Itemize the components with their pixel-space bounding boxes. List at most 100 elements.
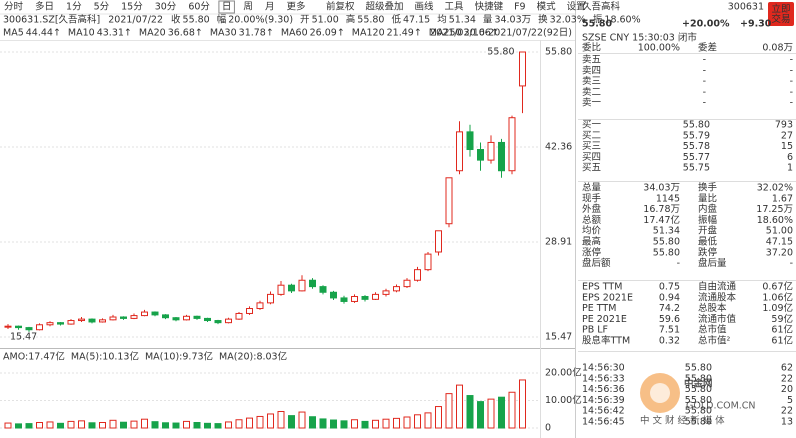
quote-cell: 1.09亿 — [762, 302, 793, 314]
volume-bar — [435, 406, 442, 429]
candle-body — [193, 315, 201, 319]
candle-body — [225, 318, 232, 324]
candle-body — [466, 131, 474, 151]
quote-cell: 15 — [781, 141, 793, 152]
period-tab[interactable]: 月 — [265, 2, 275, 13]
quote-cell: 0.67亿 — [762, 281, 793, 293]
quote-cell: 总市值 — [698, 324, 727, 336]
info-text: 18.60% — [604, 15, 640, 26]
candle-body — [519, 51, 526, 87]
candle-body — [256, 302, 264, 310]
volume-bar — [288, 415, 295, 429]
watermark-brand: 中金网 — [684, 378, 713, 390]
info-text: 9.73亿 — [182, 351, 213, 363]
volume-bar — [508, 391, 516, 429]
quote-cell: 37.20 — [766, 247, 793, 258]
volume-bar — [151, 421, 159, 429]
info-text: 55.80 — [183, 15, 210, 26]
period-tab[interactable]: 日 — [222, 2, 232, 13]
period-tab[interactable]: 1分 — [66, 2, 82, 13]
candle-body — [46, 322, 54, 326]
info-text: 47.15 — [403, 15, 430, 26]
quote-cell: 0.08万 — [762, 43, 793, 54]
candle-body — [288, 284, 295, 292]
quote-cell: 22 — [781, 406, 793, 417]
candle-body — [141, 311, 148, 317]
volume-bar — [487, 398, 495, 429]
period-tab[interactable]: 多日 — [35, 1, 54, 13]
volume-bar — [120, 421, 127, 429]
candle-body — [330, 291, 337, 299]
price-tick-label: 28.91 — [545, 237, 572, 248]
volume-bar — [15, 423, 22, 429]
quote-cell: 外盘 — [582, 203, 602, 215]
period-tab[interactable]: 更多 — [286, 1, 305, 13]
info-text: 高 — [346, 14, 356, 26]
tool-button[interactable]: 快捷键 — [475, 1, 504, 13]
info-text: 31.78↑ — [239, 28, 274, 39]
quote-cell: 20 — [781, 384, 793, 395]
quote-cell: 7.51 — [659, 325, 680, 336]
info-text: 44.44↑ — [26, 28, 61, 39]
info-text: 低 — [391, 14, 401, 26]
info-text: MA10 — [68, 28, 95, 39]
candle-body — [508, 117, 516, 172]
info-text: MA(20): — [219, 352, 256, 363]
period-tab[interactable]: 5分 — [94, 2, 110, 13]
volume-bar — [361, 420, 369, 429]
volume-tick-label: 10.00亿 — [545, 394, 582, 406]
quote-cell: 委比 — [582, 42, 601, 54]
info-text: 振 — [593, 14, 603, 26]
date-range: 2021/03/10-2021/07/22(92日) — [430, 28, 572, 39]
tool-button[interactable]: F9 — [514, 2, 526, 13]
quote-cell: 100.00% — [638, 43, 680, 54]
quote-cell: - — [703, 55, 706, 66]
info-text: 20.00%(9.30) — [228, 15, 293, 26]
candle-body — [162, 314, 169, 319]
info-text: 43.31↑ — [97, 28, 132, 39]
quote-cell: 55.80 — [683, 120, 710, 131]
tool-button[interactable]: 前复权 — [326, 1, 355, 13]
low-note: 15.47 — [10, 332, 37, 343]
quote-cell: 总股本 — [698, 302, 727, 314]
quote-cell: 55.80 — [653, 237, 680, 248]
quote-cell: 0.94 — [659, 292, 680, 303]
volume-bar — [88, 422, 96, 429]
info-text: MA(5): — [71, 352, 102, 363]
quote-cell: 47.15 — [766, 237, 793, 248]
period-tab[interactable]: 15分 — [121, 2, 143, 13]
tool-button[interactable]: 超级叠加 — [366, 1, 404, 13]
quote-cell: 量比 — [698, 192, 717, 204]
quote-cell: 55.80 — [685, 384, 712, 395]
tool-button[interactable]: 工具 — [445, 2, 465, 13]
trade-button[interactable]: 立即交易 — [771, 3, 790, 25]
quote-cell: 6 — [787, 152, 793, 163]
volume-bar — [351, 419, 358, 429]
candle-body — [435, 230, 442, 253]
candle-body — [15, 325, 22, 329]
quote-cell: 盘后量 — [698, 257, 727, 269]
info-text: 300631.SZ[久吾高科] — [3, 14, 100, 26]
volume-bar — [67, 420, 75, 429]
quote-cell: 17.47亿 — [643, 214, 680, 226]
candle-body — [372, 293, 379, 300]
trade-button-bg[interactable] — [768, 2, 794, 26]
period-tab[interactable]: 30分 — [155, 2, 177, 13]
info-text: 34.03万 — [494, 15, 531, 26]
watermark-site: GOLD.COM.CN — [686, 401, 756, 412]
stock-code: 300631 — [728, 2, 764, 13]
candle-body — [183, 315, 190, 321]
info-text: 10.13亿 — [102, 351, 139, 363]
volume-bar — [319, 418, 327, 429]
quote-cell: 51.34 — [653, 226, 680, 237]
volume-bar — [256, 415, 264, 429]
tool-button[interactable]: 画线 — [415, 1, 435, 13]
quote-cell: 买五 — [582, 163, 601, 174]
quote-cell: 流通市值 — [698, 313, 737, 325]
period-tab[interactable]: 周 — [243, 2, 253, 13]
quote-cell: 流通股本 — [698, 291, 737, 303]
tool-button[interactable]: 设置 — [567, 2, 586, 13]
period-tab[interactable]: 分时 — [4, 1, 24, 13]
tool-button[interactable]: 模式 — [537, 1, 557, 13]
period-tab[interactable]: 60分 — [188, 2, 210, 13]
